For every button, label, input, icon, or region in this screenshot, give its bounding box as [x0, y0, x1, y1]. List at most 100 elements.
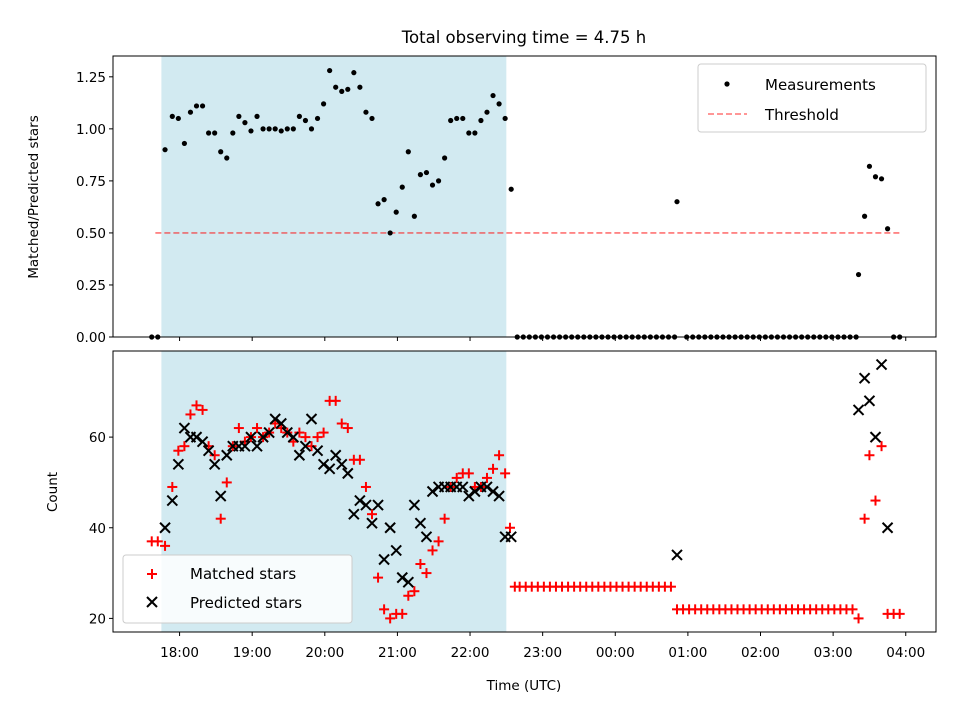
x-tick-label: 22:00 [451, 645, 490, 661]
measurement-point [855, 271, 862, 278]
predicted-legend-marker [146, 596, 158, 608]
matched-star-point [876, 441, 887, 452]
top-panel: 0.00 0.25 0.50 0.75 1.00 1.25 Matched/Predict… [26, 55, 937, 346]
measurement-point [502, 115, 508, 122]
matched-star-point [433, 536, 444, 547]
measurement-point [242, 120, 248, 126]
x-tick-label: 21:00 [378, 645, 417, 661]
measurement-point [308, 126, 315, 132]
measurement-point [375, 201, 381, 207]
predicted-star-point [378, 553, 390, 566]
measurement-point [212, 130, 218, 136]
measurement-point [296, 113, 302, 119]
measurement-point [387, 230, 393, 236]
predicted-star-point [215, 490, 227, 502]
matched-star-point [354, 454, 365, 465]
matched-star-point [312, 432, 323, 443]
predicted-star-point [493, 490, 505, 502]
predicted-star-point [342, 467, 354, 480]
measurement-point [399, 184, 405, 190]
chart-title: Total observing time = 4.75 h [401, 28, 646, 47]
matched-star-point [494, 450, 505, 461]
x-axis-label: Time (UTC) [486, 678, 562, 694]
measurement-point [442, 155, 448, 161]
measurement-point [236, 113, 242, 119]
matched-star-point [379, 604, 390, 615]
x-tick-label: 02:00 [741, 645, 780, 661]
predicted-star-point [239, 440, 251, 452]
measurement-point [478, 117, 484, 124]
bottom-plot-frame [112, 350, 937, 633]
matched-star-point [864, 450, 875, 461]
matched-star-point [859, 513, 870, 524]
top-y-ticks: 0.00 0.25 0.50 0.75 1.00 1.25 [76, 70, 113, 346]
predicted-star-point [414, 517, 427, 529]
matched-star-point [336, 418, 347, 429]
x-tick-label: 00:00 [596, 645, 635, 661]
bottom-legend: Matched stars Predicted stars [122, 554, 353, 624]
y-tick-label: 1.00 [76, 122, 106, 138]
y-tick-label: 60 [89, 430, 106, 446]
matched-star-point [504, 522, 515, 533]
predicted-star-point [348, 508, 360, 520]
matched-star-point [481, 472, 492, 483]
predicted-star-point [384, 522, 396, 534]
matched-star-point [665, 581, 676, 592]
y-tick-label: 0.50 [76, 226, 106, 242]
matched-star-point [409, 586, 420, 597]
measurement-point [302, 117, 309, 124]
matched-star-point [421, 568, 432, 579]
matched-star-point [427, 545, 438, 556]
predicted-star-point [396, 571, 408, 584]
measurement-point [381, 197, 387, 203]
predicted-star-point [202, 445, 215, 457]
measurement-point [484, 109, 490, 115]
top-legend-box [697, 63, 927, 133]
predicted-star-point [360, 499, 372, 511]
measurement-point [181, 140, 188, 147]
measurement-point [357, 84, 363, 90]
matched-star-point [500, 468, 511, 479]
x-tick-label: 19:00 [233, 645, 272, 661]
x-tick-label: 04:00 [886, 645, 925, 661]
measurement-point [884, 226, 891, 232]
predicted-star-point [172, 458, 185, 471]
predicted-star-point [469, 485, 481, 498]
predicted-star-point [869, 431, 882, 443]
measurement-point [199, 103, 206, 109]
measurement-point [878, 176, 885, 182]
predicted-star-point [178, 422, 191, 434]
measurement-point [674, 199, 680, 205]
measurement-point [218, 149, 224, 155]
top-shaded-interval [161, 56, 507, 337]
measurement-point [327, 67, 333, 74]
matched-star-point [294, 427, 305, 438]
predicted-star-point [881, 522, 894, 534]
matched-star-point [367, 509, 378, 520]
predicted-star-point [487, 485, 499, 498]
bottom-legend-box [122, 554, 353, 624]
measurement-point [460, 115, 466, 122]
matched-star-point [173, 445, 184, 456]
matched-star-point [488, 463, 499, 474]
measurement-point [429, 182, 436, 188]
predicted-star-point [463, 490, 475, 502]
measurement-point [393, 209, 399, 215]
predicted-star-point [196, 435, 209, 448]
predicted-star-point [251, 440, 263, 452]
matched-star-point [342, 423, 353, 434]
x-tick-label: 20:00 [305, 645, 344, 661]
predicted-star-point [852, 404, 865, 416]
predicted-star-point [269, 413, 281, 425]
measurement-point [272, 126, 278, 132]
measurement-point [345, 86, 351, 92]
predicted-star-point [505, 531, 517, 543]
measurement-point [260, 126, 266, 132]
x-tick-label: 01:00 [668, 645, 707, 661]
measurement-point [187, 109, 194, 115]
matched-star-point [847, 604, 858, 615]
matched-legend-marker [147, 569, 157, 579]
predicted-star-point [336, 458, 348, 471]
measurement-point [411, 213, 417, 219]
measurement-point [508, 186, 514, 192]
